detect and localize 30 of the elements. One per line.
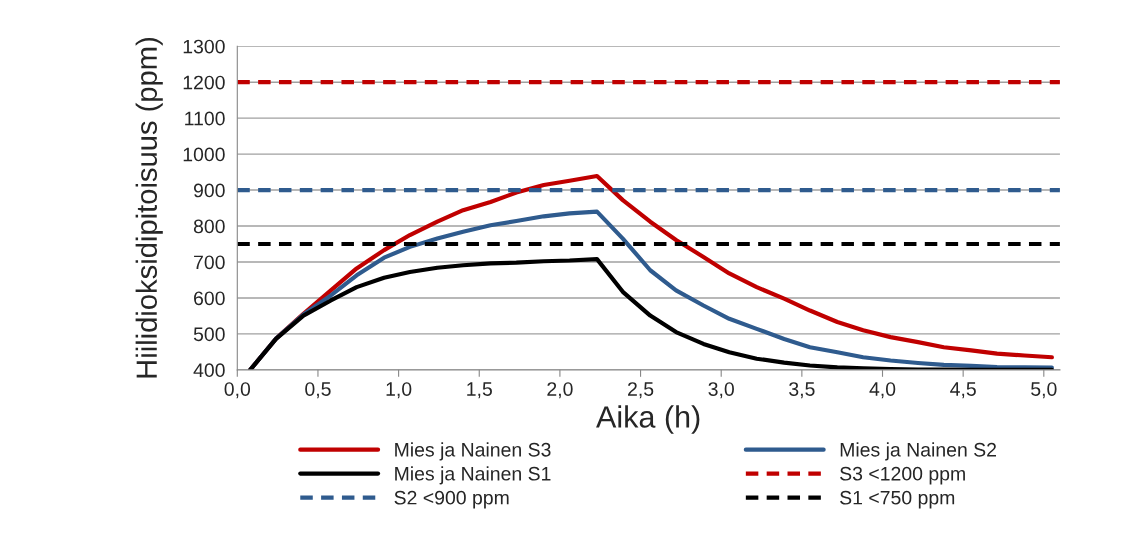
legend-label: S3 <1200 ppm [840,466,965,485]
y-tick-label: 1300 [183,39,225,54]
x-tick-label: 2,0 [547,382,573,399]
y-tick-label: 1000 [183,147,225,162]
x-tick-label: 5,0 [1031,382,1057,399]
y-tick-label: 400 [193,363,225,378]
legend-label: S1 <750 ppm [840,490,955,509]
x-tick-label: 2,5 [628,382,654,399]
legend-label: Mies ja Nainen S1 [395,466,551,485]
x-tick-label: 3,0 [708,382,734,399]
x-tick-label: 1,0 [386,382,412,399]
x-tick-label: 0,5 [305,382,331,399]
x-tick-label: 3,5 [789,382,815,399]
y-tick-label: 600 [194,291,225,306]
line-series [248,257,1054,370]
x-tick-label: 0,0 [224,382,251,399]
legend-label: S2 <900 ppm [394,490,509,509]
y-tick-label: 1200 [183,75,225,90]
x-tick-label: 4,5 [950,382,976,399]
y-tick-label: 700 [194,255,225,270]
y-tick-label: 800 [193,219,225,234]
legend-label: Mies ja Nainen S3 [395,442,551,461]
x-tick-label: 1,5 [467,382,492,399]
legend-label: Mies ja Nainen S2 [840,442,996,461]
x-tick-label: 4,0 [869,382,896,399]
y-tick-label: 500 [193,327,225,342]
y-tick-label: 1100 [185,111,225,126]
y-tick-label: 900 [193,183,225,198]
x-axis-title: Aika (h) [596,405,700,434]
y-axis-title: Hiilidioksidipitoisuus (ppm) [135,38,163,378]
